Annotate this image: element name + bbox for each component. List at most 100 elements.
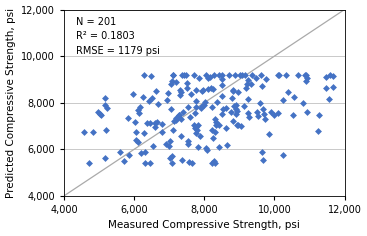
Point: [177, 88, 183, 92]
Point: [153, 126, 159, 129]
Y-axis label: Predicted Compressive Strength, psi: Predicted Compressive Strength, psi: [6, 8, 15, 198]
Point: [97, 112, 103, 116]
Point: [135, 140, 141, 144]
Point: [291, 95, 297, 98]
Point: [224, 143, 229, 147]
Point: [179, 73, 185, 77]
Point: [212, 117, 218, 121]
Point: [233, 112, 239, 116]
Point: [193, 126, 199, 129]
Point: [302, 73, 308, 77]
Point: [200, 88, 206, 92]
Point: [178, 135, 184, 138]
Point: [237, 73, 243, 77]
Point: [208, 86, 214, 90]
Point: [219, 112, 225, 116]
Point: [209, 161, 215, 165]
Point: [224, 106, 229, 110]
Point: [212, 130, 218, 134]
Point: [327, 73, 333, 77]
Point: [316, 113, 321, 117]
Point: [189, 161, 195, 164]
Point: [228, 110, 234, 114]
Point: [235, 90, 241, 93]
Point: [203, 146, 208, 149]
Point: [238, 124, 244, 128]
Point: [259, 150, 265, 154]
Point: [219, 77, 225, 81]
Point: [192, 111, 198, 115]
Point: [168, 107, 174, 111]
Point: [233, 107, 239, 110]
Point: [203, 73, 209, 77]
Point: [290, 114, 296, 117]
Point: [167, 144, 172, 148]
Point: [216, 73, 222, 77]
Point: [102, 96, 108, 100]
Point: [135, 108, 141, 112]
Point: [169, 154, 175, 158]
Point: [171, 120, 177, 123]
Point: [285, 90, 291, 94]
Point: [209, 105, 215, 109]
Point: [193, 88, 199, 92]
Point: [149, 96, 155, 100]
Point: [177, 93, 183, 97]
Point: [257, 101, 263, 105]
Point: [141, 73, 147, 77]
Point: [184, 81, 189, 85]
Point: [163, 142, 169, 146]
Point: [330, 85, 336, 89]
Point: [195, 123, 201, 127]
Point: [176, 113, 182, 117]
Point: [185, 87, 190, 90]
Point: [304, 110, 310, 114]
Point: [127, 154, 132, 157]
Point: [167, 139, 173, 143]
Point: [191, 73, 197, 77]
Point: [150, 144, 156, 148]
Point: [201, 103, 207, 106]
Point: [245, 78, 251, 81]
Point: [117, 150, 123, 154]
Point: [144, 121, 150, 125]
Point: [204, 148, 210, 152]
Point: [167, 156, 173, 160]
Point: [243, 86, 249, 90]
Point: [235, 123, 240, 127]
Point: [193, 99, 199, 103]
Point: [205, 76, 211, 80]
Point: [216, 145, 222, 149]
Point: [259, 84, 265, 88]
Point: [275, 111, 281, 115]
Point: [199, 105, 205, 108]
Point: [87, 161, 92, 165]
Point: [304, 77, 310, 80]
Point: [283, 73, 289, 77]
Point: [180, 110, 186, 114]
Point: [295, 73, 301, 77]
Point: [155, 102, 161, 106]
Point: [271, 113, 277, 117]
Point: [133, 130, 139, 134]
Point: [142, 161, 148, 165]
Point: [280, 98, 286, 102]
Point: [137, 105, 143, 109]
Point: [160, 130, 166, 134]
Point: [219, 94, 225, 98]
Point: [170, 128, 176, 131]
Point: [212, 161, 218, 165]
Point: [245, 97, 251, 100]
Point: [232, 105, 237, 108]
Point: [255, 114, 261, 118]
Point: [219, 83, 225, 86]
Point: [149, 75, 155, 78]
Point: [245, 111, 251, 115]
Point: [141, 131, 147, 135]
Point: [303, 79, 309, 82]
Point: [315, 129, 321, 133]
Point: [125, 116, 131, 120]
Point: [121, 160, 127, 163]
Point: [323, 75, 329, 79]
Point: [211, 73, 217, 77]
